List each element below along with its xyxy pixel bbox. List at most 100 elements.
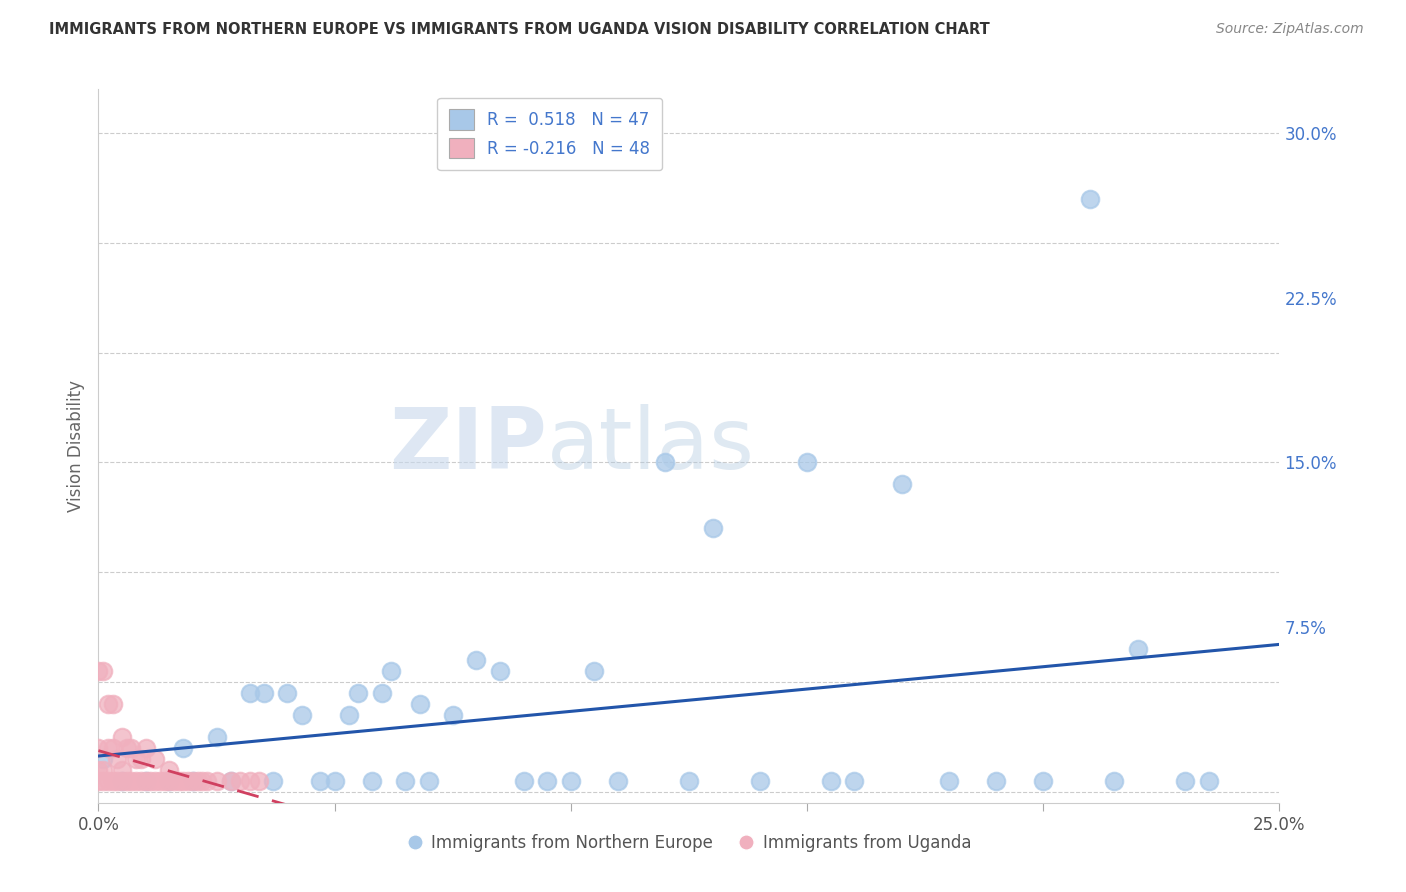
- Point: [205, 773, 228, 788]
- Point: [408, 697, 430, 711]
- Point: [290, 708, 312, 723]
- Point: [135, 773, 157, 788]
- Point: [111, 730, 134, 744]
- Point: [418, 773, 440, 788]
- Point: [143, 773, 166, 788]
- Point: [97, 740, 120, 755]
- Point: [101, 697, 124, 711]
- Point: [129, 752, 152, 766]
- Point: [121, 773, 143, 788]
- Point: [380, 664, 402, 678]
- Point: [181, 773, 204, 788]
- Point: [984, 773, 1007, 788]
- Point: [101, 773, 124, 788]
- Point: [276, 686, 298, 700]
- Point: [97, 697, 120, 711]
- Point: [135, 740, 157, 755]
- Point: [105, 773, 128, 788]
- Point: [1032, 773, 1054, 788]
- Point: [172, 740, 194, 755]
- Point: [177, 773, 200, 788]
- Point: [938, 773, 960, 788]
- Point: [1102, 773, 1125, 788]
- Point: [219, 773, 242, 788]
- Point: [129, 773, 152, 788]
- Point: [157, 763, 180, 777]
- Point: [91, 773, 114, 788]
- Point: [191, 773, 214, 788]
- Text: atlas: atlas: [547, 404, 755, 488]
- Point: [91, 752, 114, 766]
- Point: [262, 773, 284, 788]
- Point: [441, 708, 464, 723]
- Point: [125, 773, 148, 788]
- Point: [702, 521, 724, 535]
- Point: [111, 763, 134, 777]
- Point: [239, 686, 262, 700]
- Point: [394, 773, 416, 788]
- Point: [87, 763, 110, 777]
- Point: [1126, 642, 1149, 657]
- Point: [678, 773, 700, 788]
- Point: [87, 664, 110, 678]
- Point: [195, 773, 218, 788]
- Point: [97, 773, 120, 788]
- Point: [1174, 773, 1197, 788]
- Point: [149, 773, 172, 788]
- Point: [253, 686, 276, 700]
- Point: [844, 773, 866, 788]
- Point: [1198, 773, 1220, 788]
- Point: [219, 773, 242, 788]
- Point: [115, 740, 138, 755]
- Point: [465, 653, 488, 667]
- Point: [583, 664, 606, 678]
- Point: [247, 773, 270, 788]
- Point: [347, 686, 370, 700]
- Point: [115, 773, 138, 788]
- Point: [87, 740, 110, 755]
- Point: [337, 708, 360, 723]
- Point: [157, 773, 180, 788]
- Point: [91, 763, 114, 777]
- Point: [87, 773, 110, 788]
- Point: [101, 740, 124, 755]
- Point: [536, 773, 558, 788]
- Y-axis label: Vision Disability: Vision Disability: [66, 380, 84, 512]
- Point: [890, 477, 912, 491]
- Point: [607, 773, 630, 788]
- Point: [121, 740, 143, 755]
- Point: [512, 773, 534, 788]
- Point: [654, 455, 676, 469]
- Point: [1080, 192, 1102, 206]
- Point: [205, 730, 228, 744]
- Point: [361, 773, 384, 788]
- Point: [489, 664, 512, 678]
- Point: [105, 752, 128, 766]
- Point: [187, 773, 209, 788]
- Point: [167, 773, 190, 788]
- Point: [111, 773, 134, 788]
- Point: [163, 773, 186, 788]
- Point: [111, 773, 134, 788]
- Point: [125, 752, 148, 766]
- Point: [153, 773, 176, 788]
- Point: [143, 752, 166, 766]
- Point: [172, 773, 194, 788]
- Point: [135, 773, 157, 788]
- Point: [323, 773, 346, 788]
- Point: [560, 773, 582, 788]
- Point: [748, 773, 770, 788]
- Point: [229, 773, 252, 788]
- Point: [239, 773, 262, 788]
- Point: [820, 773, 842, 788]
- Text: ZIP: ZIP: [389, 404, 547, 488]
- Point: [181, 773, 204, 788]
- Legend: Immigrants from Northern Europe, Immigrants from Uganda: Immigrants from Northern Europe, Immigra…: [399, 828, 979, 859]
- Point: [371, 686, 394, 700]
- Point: [157, 773, 180, 788]
- Text: Source: ZipAtlas.com: Source: ZipAtlas.com: [1216, 22, 1364, 37]
- Point: [139, 773, 162, 788]
- Point: [309, 773, 332, 788]
- Point: [91, 664, 114, 678]
- Point: [796, 455, 818, 469]
